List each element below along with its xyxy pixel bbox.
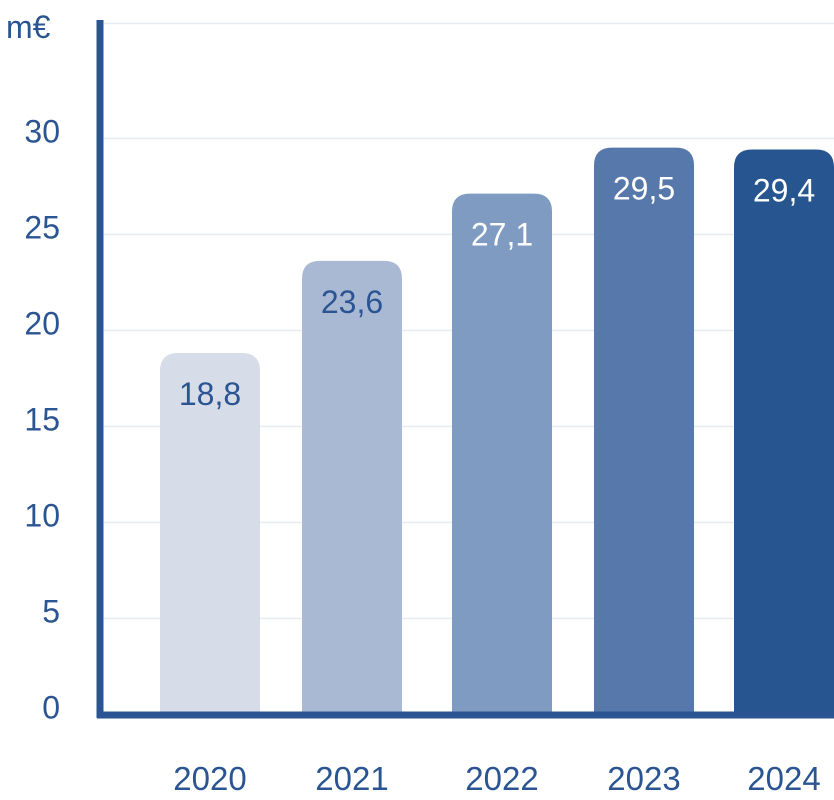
bar-2023 (594, 147, 694, 715)
bar-2024 (734, 149, 834, 714)
y-axis-unit-label: m€ (6, 9, 51, 45)
y-tick-label: 15 (24, 401, 60, 437)
y-tick-label: 5 (42, 593, 60, 629)
x-axis-labels: 2020 2021 2022 2023 2024 (173, 760, 820, 797)
x-tick-label-2020: 2020 (173, 760, 246, 797)
x-tick-label-2024: 2024 (747, 760, 820, 797)
bar-2022 (452, 193, 552, 714)
x-tick-label-2023: 2023 (607, 760, 680, 797)
y-tick-label: 25 (24, 209, 60, 245)
bar-2020 (160, 353, 260, 714)
y-tick-label: 20 (24, 305, 60, 341)
axes (96, 20, 834, 719)
bar-2021 (302, 260, 402, 714)
value-label-2024: 29,4 (753, 173, 815, 209)
value-label-2022: 27,1 (471, 217, 533, 253)
x-tick-label-2021: 2021 (315, 760, 388, 797)
value-label-2020: 18,8 (179, 376, 241, 412)
y-tick-label: 10 (24, 497, 60, 533)
value-label-2021: 23,6 (321, 284, 383, 320)
value-label-2023: 29,5 (613, 171, 675, 207)
y-tick-label: 30 (24, 113, 60, 149)
bars: 18,8 23,6 27,1 29,5 29,4 (160, 147, 834, 715)
y-axis-ticks: 0 5 10 15 20 25 30 (24, 113, 60, 725)
y-tick-label: 0 (42, 689, 60, 725)
x-tick-label-2022: 2022 (465, 760, 538, 797)
